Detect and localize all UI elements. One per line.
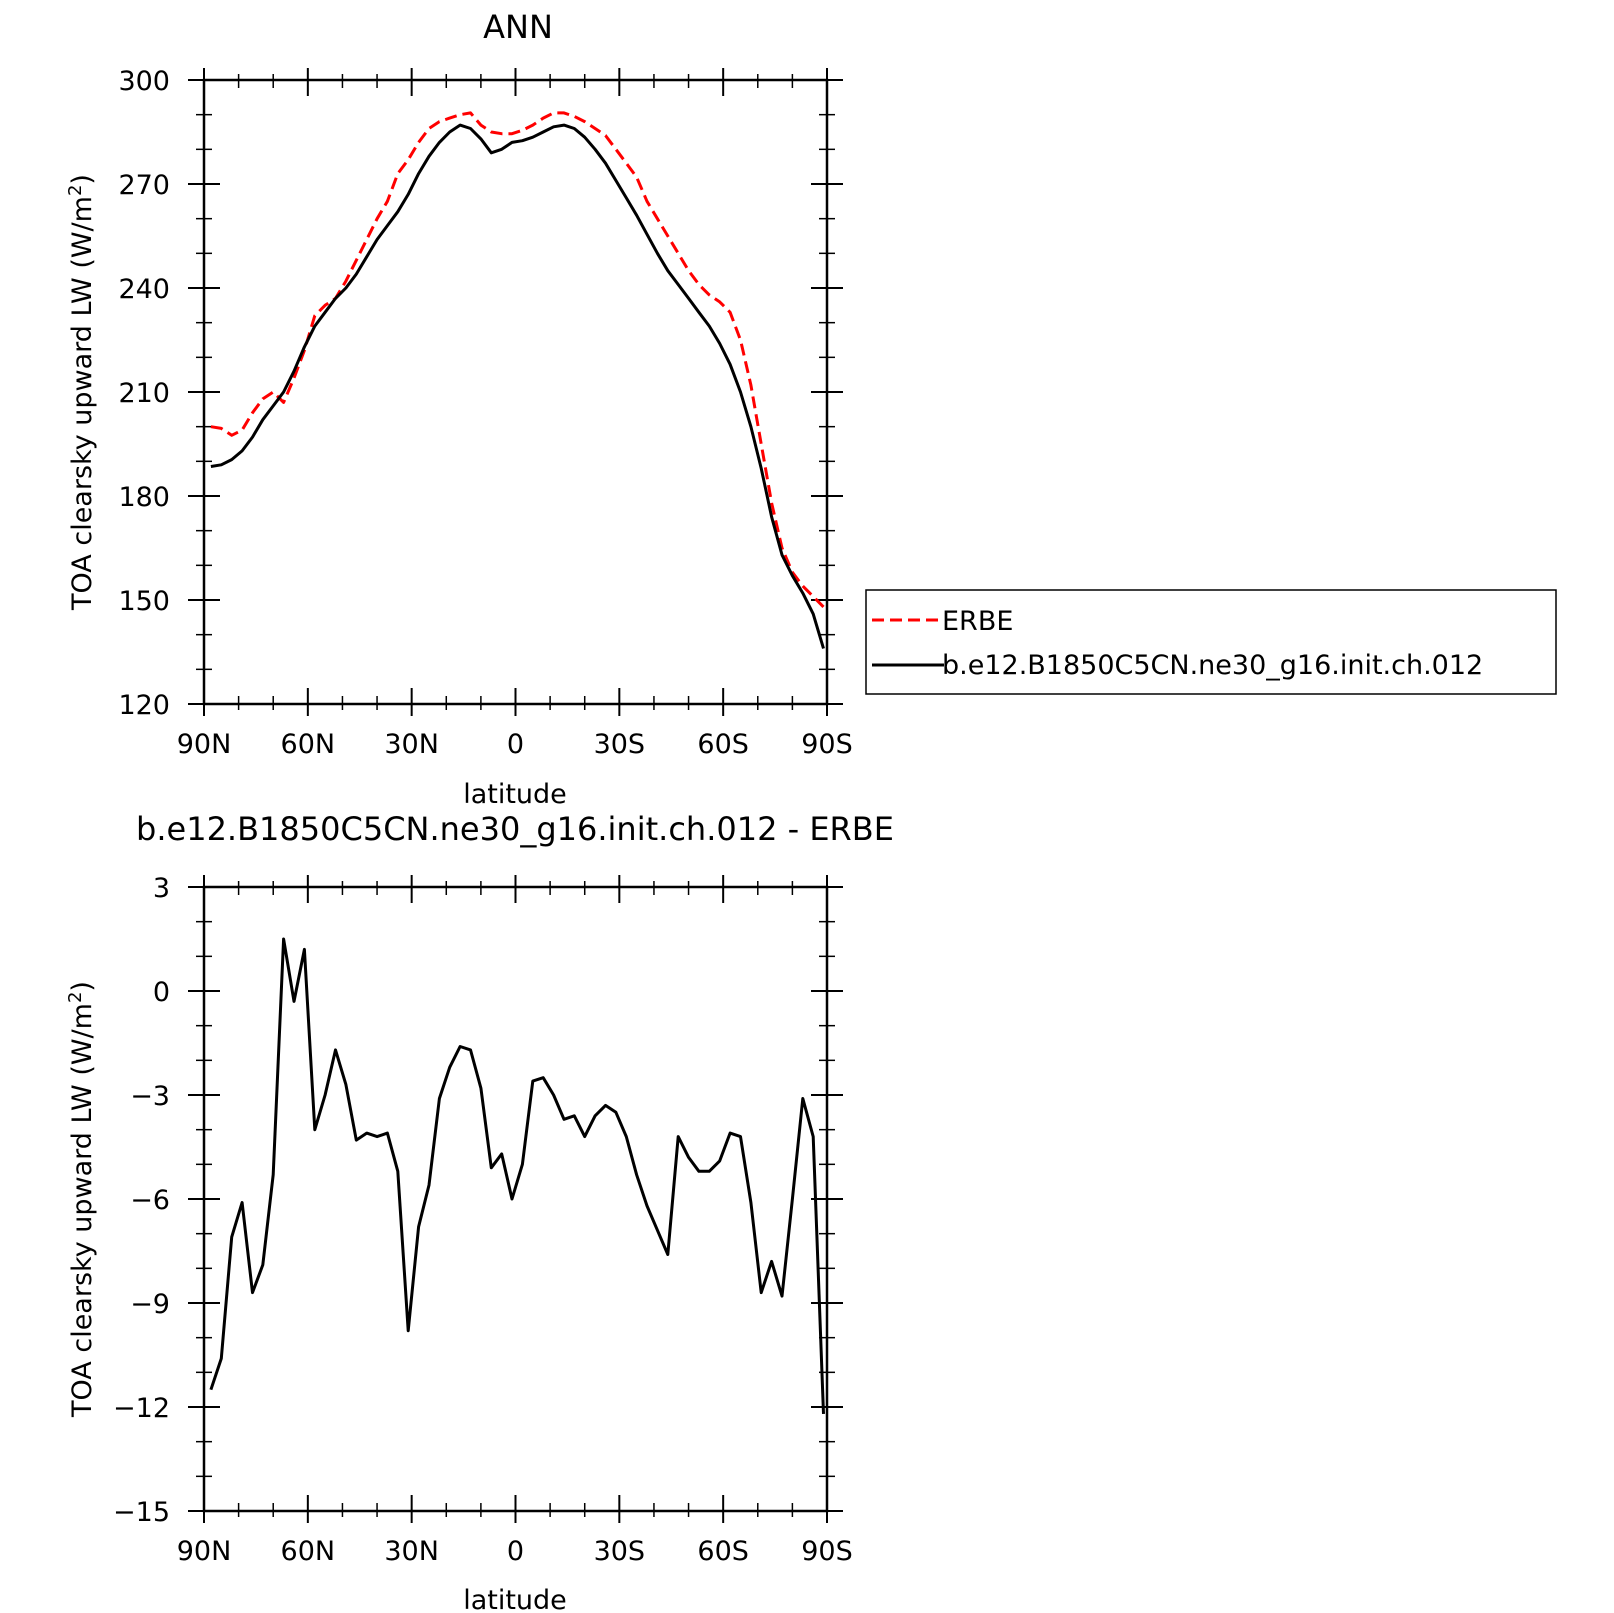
- legend-label-model: b.e12.B1850C5CN.ne30_g16.init.ch.012: [942, 650, 1483, 681]
- y-tick-label: 240: [118, 274, 170, 305]
- bottom-series-lines: [209, 937, 825, 1414]
- top-axis-ticks: [188, 68, 843, 716]
- y-tick-label: 270: [118, 170, 170, 201]
- y-tick-label: 300: [118, 66, 170, 97]
- legend-box: [865, 589, 1557, 695]
- top-panel: ANN 90N 60N 30N 0 30S 60S 90S 120 150 180 210 240 27…: [65, 8, 853, 810]
- top-y-axis-label: TOA clearsky upward LW (W/m2): [65, 174, 98, 611]
- y-tick-label: −12: [113, 1393, 170, 1424]
- bottom-axis-ticks: [188, 875, 843, 1523]
- x-tick-label: 60N: [281, 729, 336, 760]
- x-tick-label: 30N: [384, 729, 439, 760]
- x-tick-label: 30S: [594, 729, 646, 760]
- y-tick-label: 180: [118, 482, 170, 513]
- y-tick-label: 150: [118, 586, 170, 617]
- top-tick-labels: 90N 60N 30N 0 30S 60S 90S 120 150 180 210 240 270 300: [118, 66, 852, 760]
- bottom-tick-labels: 90N 60N 30N 0 30S 60S 90S −15 −12 −9 −6 −3 0 3: [113, 873, 853, 1567]
- x-tick-label: 60N: [281, 1536, 336, 1567]
- bottom-y-axis-label: TOA clearsky upward LW (W/m2): [65, 981, 98, 1418]
- x-tick-label: 90N: [177, 1536, 232, 1567]
- bottom-chart-title: b.e12.B1850C5CN.ne30_g16.init.ch.012 - E…: [136, 810, 894, 848]
- y-tick-label: −6: [130, 1185, 170, 1216]
- y-tick-label: 3: [153, 873, 170, 904]
- x-tick-label: 0: [507, 1536, 524, 1567]
- top-plot-frame: [202, 78, 829, 706]
- y-tick-label: −9: [130, 1289, 170, 1320]
- x-tick-label: 90N: [177, 729, 232, 760]
- y-tick-label: 120: [118, 690, 170, 721]
- series-line-0: [209, 937, 825, 1414]
- x-tick-label: 60S: [697, 729, 749, 760]
- y-tick-label: −3: [130, 1081, 170, 1112]
- legend-label-erbe: ERBE: [942, 606, 1013, 637]
- y-tick-label: 0: [153, 977, 170, 1008]
- x-tick-label: 30N: [384, 1536, 439, 1567]
- y-tick-label: −15: [113, 1497, 170, 1528]
- bottom-x-axis-label: latitude: [463, 1585, 567, 1613]
- bottom-panel: b.e12.B1850C5CN.ne30_g16.init.ch.012 - E…: [65, 810, 894, 1613]
- x-tick-label: 0: [507, 729, 524, 760]
- x-tick-label: 90S: [801, 1536, 853, 1567]
- x-tick-label: 90S: [801, 729, 853, 760]
- series-line-0: [210, 111, 825, 608]
- top-x-axis-label: latitude: [463, 779, 567, 810]
- x-tick-label: 60S: [697, 1536, 749, 1567]
- top-chart-title: ANN: [483, 8, 553, 46]
- x-tick-label: 30S: [594, 1536, 646, 1567]
- y-tick-label: 210: [118, 378, 170, 409]
- bottom-plot-frame: [202, 885, 829, 1513]
- legend: ERBE b.e12.B1850C5CN.ne30_g16.init.ch.01…: [865, 589, 1557, 695]
- series-line-1: [210, 123, 825, 649]
- top-series-lines: [210, 111, 825, 649]
